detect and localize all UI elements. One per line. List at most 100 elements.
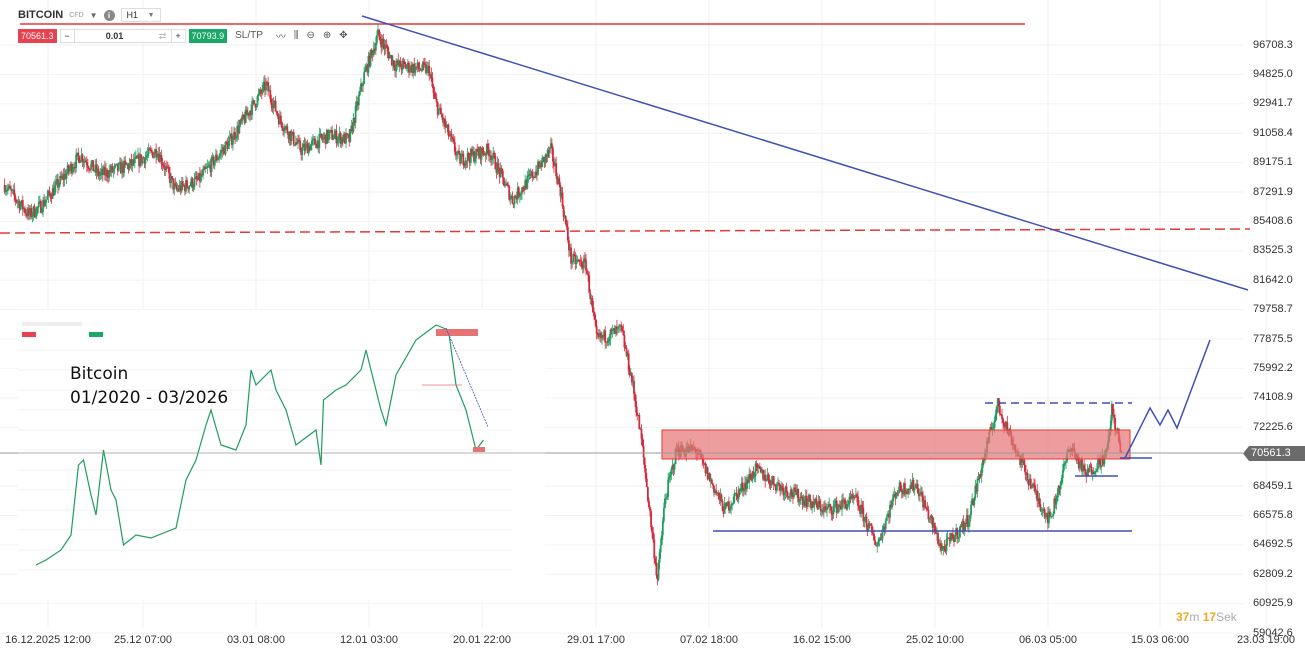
candle-up [261, 85, 264, 93]
candle-up [137, 154, 139, 159]
candle-up [1109, 420, 1112, 433]
candle-down [638, 414, 641, 430]
candle-down [844, 499, 847, 505]
date-tick-label: 23.03 19:00 [1236, 634, 1296, 646]
candle-down [493, 152, 496, 156]
candle-down [502, 177, 505, 186]
candle-up [796, 488, 799, 495]
countdown-min-unit: m [1189, 610, 1200, 624]
swap-icon[interactable]: ⇄ [158, 30, 167, 41]
candle-down [652, 532, 655, 540]
candle-up [907, 488, 910, 494]
candle-up [398, 60, 401, 66]
candle-down [306, 143, 309, 154]
candle-down [497, 162, 500, 169]
candle-down [298, 139, 300, 141]
candle-up [601, 335, 603, 339]
candle-up [612, 328, 615, 330]
candle-up [141, 157, 144, 164]
candle-down [514, 196, 517, 198]
candle-down [948, 538, 951, 542]
candle-up [891, 501, 894, 508]
date-tick-label: 12.01 03:00 [339, 634, 399, 646]
sell-button[interactable]: 70561.3 [18, 28, 57, 43]
candle-down [482, 152, 485, 155]
candle-up [893, 494, 896, 496]
candle-down [870, 525, 873, 533]
candle-up [349, 129, 352, 142]
candle-down [379, 36, 382, 41]
symbol-name[interactable]: BITCOIN [18, 9, 64, 21]
candle-up [608, 338, 611, 341]
candle-up [1055, 500, 1058, 505]
info-icon[interactable]: i [103, 9, 115, 21]
candle-up [229, 133, 232, 137]
countdown-sec-unit: Sek [1216, 610, 1237, 624]
candle-up [283, 130, 286, 132]
price-tick-label: 96708.3 [1253, 38, 1293, 51]
candle-down [299, 140, 302, 151]
decrease-button[interactable]: − [61, 29, 75, 42]
candle-up [657, 562, 660, 580]
dashed-resistance-line[interactable] [0, 228, 1251, 234]
candle-up [376, 35, 378, 43]
candle-up [993, 420, 996, 428]
increase-button[interactable]: + [170, 29, 185, 42]
candle-up [192, 186, 195, 189]
candle-up [788, 496, 791, 498]
candle-down [767, 474, 770, 479]
candle-up [246, 112, 249, 116]
zoom-out-icon[interactable]: ⊖ [306, 30, 315, 41]
projection-path[interactable] [1124, 339, 1211, 459]
candle-down [762, 469, 764, 480]
timeframe-select[interactable]: H1 ▼ [120, 8, 161, 22]
candle-up [607, 340, 610, 343]
candle-down [296, 142, 298, 144]
candle-down [130, 159, 133, 166]
candle-down [245, 109, 248, 116]
candle-down [259, 89, 262, 93]
candle-down [18, 201, 21, 210]
candle-up [860, 504, 863, 514]
candle-down [728, 501, 730, 511]
candles-icon[interactable]: ⫼ [293, 30, 299, 41]
candle-down [254, 103, 257, 108]
candle-up [1091, 471, 1094, 475]
candle-up [1101, 455, 1104, 467]
candle-down [650, 511, 652, 528]
symbol-dropdown-icon[interactable]: ▼ [89, 10, 98, 20]
price-tick-label: 62809.2 [1253, 567, 1293, 580]
line-chart-icon[interactable]: 〰 [275, 32, 286, 43]
candle-up [47, 191, 50, 197]
candle-down [101, 168, 104, 175]
candle-up [145, 155, 148, 158]
candle-up [288, 131, 291, 139]
candle-up [284, 126, 287, 131]
zoom-in-icon[interactable]: ⊕ [322, 30, 332, 41]
candle-down [95, 164, 98, 173]
sl-tp-button[interactable]: SL/TP [235, 30, 263, 41]
quantity-input[interactable]: 0.01 [105, 30, 124, 41]
quantity-stepper[interactable]: − 0.01 ⇄ + [59, 28, 186, 43]
candle-up [995, 406, 998, 415]
candle-down [956, 528, 959, 539]
buy-button[interactable]: 70793.9 [188, 28, 228, 43]
candle-up [58, 184, 60, 188]
candle-up [202, 170, 204, 176]
candle-up [575, 260, 578, 264]
candle-down [264, 81, 266, 91]
candle-down [553, 161, 555, 166]
candle-down [86, 165, 89, 168]
candle-up [971, 498, 974, 505]
candle-down [467, 153, 470, 159]
crosshair-move-icon[interactable]: ✥ [339, 30, 348, 41]
downtrend-line[interactable] [361, 15, 1249, 291]
candle-down [721, 501, 724, 511]
candle-up [854, 494, 857, 498]
candle-down [289, 131, 292, 141]
resistance-zone[interactable] [661, 429, 1131, 460]
candle-up [886, 513, 889, 517]
candle-down [348, 134, 351, 142]
candle-down [303, 143, 306, 151]
candle-down [24, 208, 26, 213]
